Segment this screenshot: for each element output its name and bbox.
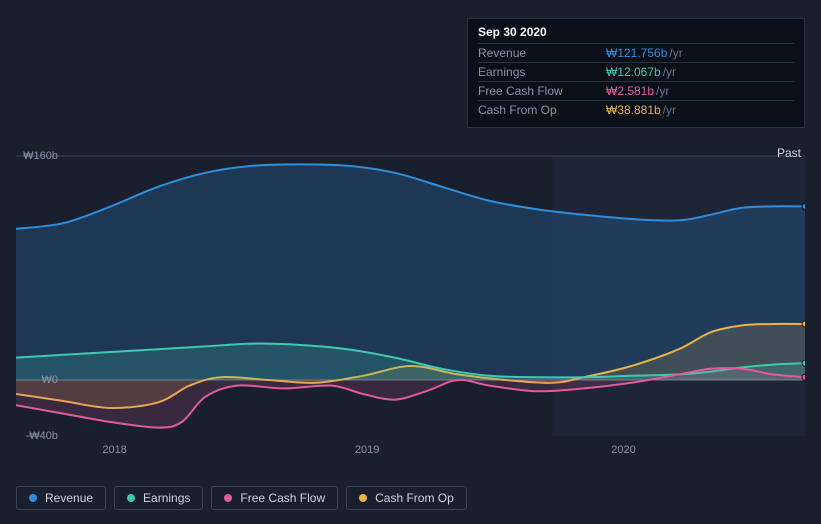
- legend-item[interactable]: Cash From Op: [346, 486, 467, 510]
- legend-item[interactable]: Earnings: [114, 486, 203, 510]
- x-axis-tick: 2019: [355, 444, 379, 456]
- legend-dot-icon: [29, 494, 37, 502]
- financials-chart: Past ₩160b ₩0 -₩40b 2018 2019 2020: [16, 120, 805, 460]
- legend-label: Free Cash Flow: [240, 491, 325, 505]
- y-axis-tick: -₩40b: [26, 430, 58, 442]
- y-axis-tick: ₩160b: [23, 150, 58, 162]
- tooltip-row: Cash From Op ₩38.881b/yr: [478, 100, 794, 119]
- legend-dot-icon: [359, 494, 367, 502]
- y-axis-tick: ₩0: [42, 374, 59, 386]
- tooltip-row: Free Cash Flow ₩2.581b/yr: [478, 81, 794, 100]
- x-axis-tick: 2018: [102, 444, 126, 456]
- tooltip-row-value: ₩2.581b/yr: [606, 84, 669, 98]
- tooltip-row-label: Cash From Op: [478, 103, 598, 117]
- tooltip-row: Earnings ₩12.067b/yr: [478, 62, 794, 81]
- legend-label: Cash From Op: [375, 491, 454, 505]
- tooltip-row-value: ₩12.067b/yr: [606, 65, 676, 79]
- legend-item[interactable]: Free Cash Flow: [211, 486, 338, 510]
- legend-dot-icon: [127, 494, 135, 502]
- tooltip-row-value: ₩38.881b/yr: [606, 103, 676, 117]
- tooltip-date: Sep 30 2020: [478, 25, 794, 39]
- legend-label: Earnings: [143, 491, 190, 505]
- legend-label: Revenue: [45, 491, 93, 505]
- chart-svg: [16, 120, 805, 440]
- tooltip-row-label: Revenue: [478, 46, 598, 60]
- tooltip-row-value: ₩121.756b/yr: [606, 46, 683, 60]
- tooltip-row-unit: /yr: [656, 84, 669, 98]
- tooltip-row-label: Earnings: [478, 65, 598, 79]
- tooltip-row-label: Free Cash Flow: [478, 84, 598, 98]
- past-label: Past: [777, 146, 801, 160]
- tooltip-row-unit: /yr: [669, 46, 682, 60]
- tooltip-row-unit: /yr: [663, 103, 676, 117]
- legend-dot-icon: [224, 494, 232, 502]
- tooltip-row-unit: /yr: [663, 65, 676, 79]
- x-axis-tick: 2020: [611, 444, 635, 456]
- tooltip-row: Revenue ₩121.756b/yr: [478, 43, 794, 62]
- legend-item[interactable]: Revenue: [16, 486, 106, 510]
- chart-tooltip: Sep 30 2020 Revenue ₩121.756b/yr Earnings ₩…: [467, 18, 805, 128]
- x-axis-labels: 2018 2019 2020: [16, 444, 805, 460]
- chart-legend: Revenue Earnings Free Cash Flow Cash From O…: [16, 486, 467, 510]
